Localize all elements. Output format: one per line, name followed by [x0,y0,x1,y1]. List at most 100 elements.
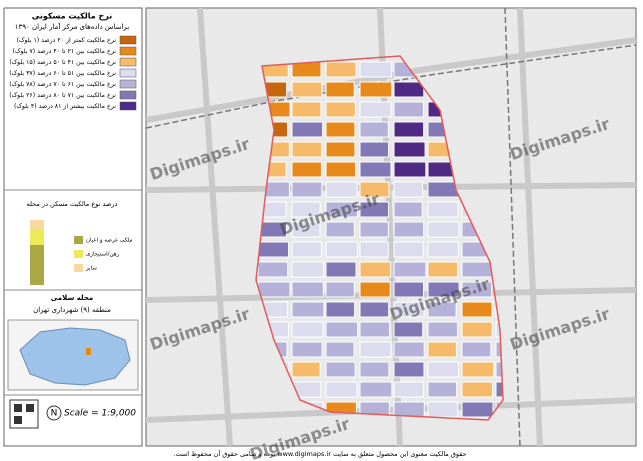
block [461,381,493,398]
block [359,161,392,178]
ownership-swatch [74,236,83,244]
block [325,121,356,138]
block [393,321,424,338]
neighborhood-name: محله سلامی [51,294,94,302]
block [359,281,391,298]
block [359,321,391,338]
north-label: N [51,409,58,419]
block [359,101,392,118]
block [427,361,460,378]
block [257,281,291,298]
block [291,281,324,298]
block [461,401,494,418]
ownership-swatch [74,264,83,272]
block [495,361,503,378]
ownership-swatch [74,250,83,258]
scale: Scale = 1:9,000 [64,409,136,419]
block [427,301,457,318]
block [393,361,425,378]
ownership-label: سایر [85,266,97,272]
block [325,141,356,158]
block [461,281,493,298]
legend-swatch [119,68,137,78]
block [359,301,390,318]
bar-segment [30,245,44,285]
block [461,301,493,318]
block [427,321,459,338]
bar-segment [30,230,44,245]
block [291,341,323,358]
block [495,381,503,398]
block [427,341,457,358]
block [325,221,355,238]
block [427,201,459,218]
legend-label: نرخ مالکیت بین ۲۱ تا ۴۰ درصد (۷ بلوک) [13,47,117,55]
qr-part [14,404,22,412]
block [359,61,393,78]
ownership-label: ملکی عرصه و اعیان [86,237,132,244]
legend-swatch [119,101,137,111]
block [291,241,322,258]
qr-part [26,404,34,412]
block [393,381,424,398]
block [325,381,358,398]
block [393,81,425,98]
block [393,261,427,278]
block [427,401,459,418]
block [325,241,359,258]
block [325,61,357,78]
block [427,381,458,398]
block [427,241,459,258]
block [461,261,494,278]
footer: حقوق مالکیت معنوی این محصول متعلق به سای… [173,449,466,458]
block [393,181,424,198]
qr-part [14,416,22,424]
legend-swatch [119,90,137,100]
block [291,321,324,338]
legend-label: نرخ مالکیت بین ۵۱ تا ۶۰ درصد (۳۷ بلوک) [9,69,116,77]
block [325,201,358,218]
ownership-title: درصد نوع مالکیت مسکن در محله [27,200,118,208]
block [325,261,357,278]
block [393,341,425,358]
block [291,181,323,198]
block [359,261,392,278]
block [461,321,493,338]
inset-city [19,327,131,386]
block [359,201,390,218]
block [291,361,321,378]
legend-label: نرخ مالکیت بین ۶۱ تا ۷۰ درصد (۷۸ بلوک) [9,80,116,88]
block [393,101,424,118]
legend-swatch [119,46,137,56]
panel-title: نرخ مالکیت مسکونی [32,12,113,21]
block [359,241,389,258]
block [393,161,427,178]
block [393,281,425,298]
block [427,221,460,238]
block [291,81,323,98]
block [359,121,389,138]
block [393,241,424,258]
legend-label: نرخ مالکیت بیشتر از ۸۱ درصد (۴ بلوک) [14,102,116,110]
block [393,221,425,238]
block [427,261,459,278]
block [393,121,425,138]
panel-subtitle: براساس داده‌های مرکز آمار ایران ۱۳۹۰ [15,22,130,31]
block [495,341,503,358]
legend-swatch [119,35,137,45]
block [359,361,390,378]
block [291,161,322,178]
ownership-label: رهن/استیجاری [86,252,120,258]
legend-label: نرخ مالکیت بین ۴۱ تا ۵۰ درصد (۱۵ بلوک) [9,58,116,66]
district-name: منطقه (۹) شهرداری تهران [33,306,111,314]
block [359,341,392,358]
block [325,181,358,198]
north-arrow [46,405,62,421]
block [325,101,356,118]
block [427,281,460,298]
block [257,261,289,278]
block [325,341,355,358]
block [461,341,492,358]
neighborhood-boundary [255,55,504,421]
